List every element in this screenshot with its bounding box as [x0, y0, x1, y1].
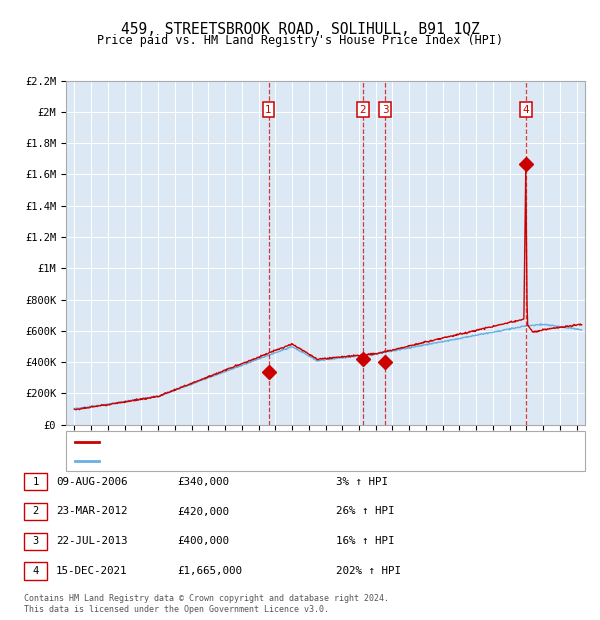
Text: 16% ↑ HPI: 16% ↑ HPI [336, 536, 395, 546]
Text: 1: 1 [265, 105, 272, 115]
Text: £1,665,000: £1,665,000 [177, 566, 242, 576]
Text: 459, STREETSBROOK ROAD, SOLIHULL, B91 1QZ: 459, STREETSBROOK ROAD, SOLIHULL, B91 1Q… [121, 22, 479, 37]
Text: This data is licensed under the Open Government Licence v3.0.: This data is licensed under the Open Gov… [24, 604, 329, 614]
Text: 4: 4 [523, 105, 529, 115]
Text: 3% ↑ HPI: 3% ↑ HPI [336, 477, 388, 487]
Text: 15-DEC-2021: 15-DEC-2021 [56, 566, 127, 576]
Text: £340,000: £340,000 [177, 477, 229, 487]
Text: HPI: Average price, detached house, Solihull: HPI: Average price, detached house, Soli… [102, 456, 361, 466]
Text: 4: 4 [32, 566, 38, 576]
Text: 1: 1 [32, 477, 38, 487]
Text: 22-JUL-2013: 22-JUL-2013 [56, 536, 127, 546]
Text: 2: 2 [359, 105, 366, 115]
Text: 23-MAR-2012: 23-MAR-2012 [56, 507, 127, 516]
Text: 459, STREETSBROOK ROAD, SOLIHULL, B91 1QZ (detached house): 459, STREETSBROOK ROAD, SOLIHULL, B91 1Q… [102, 437, 443, 447]
Text: 3: 3 [382, 105, 388, 115]
Text: Price paid vs. HM Land Registry's House Price Index (HPI): Price paid vs. HM Land Registry's House … [97, 34, 503, 47]
Text: 202% ↑ HPI: 202% ↑ HPI [336, 566, 401, 576]
Text: Contains HM Land Registry data © Crown copyright and database right 2024.: Contains HM Land Registry data © Crown c… [24, 593, 389, 603]
Text: 2: 2 [32, 507, 38, 516]
Text: 3: 3 [32, 536, 38, 546]
Text: £420,000: £420,000 [177, 507, 229, 516]
Text: 26% ↑ HPI: 26% ↑ HPI [336, 507, 395, 516]
Text: 09-AUG-2006: 09-AUG-2006 [56, 477, 127, 487]
Text: £400,000: £400,000 [177, 536, 229, 546]
